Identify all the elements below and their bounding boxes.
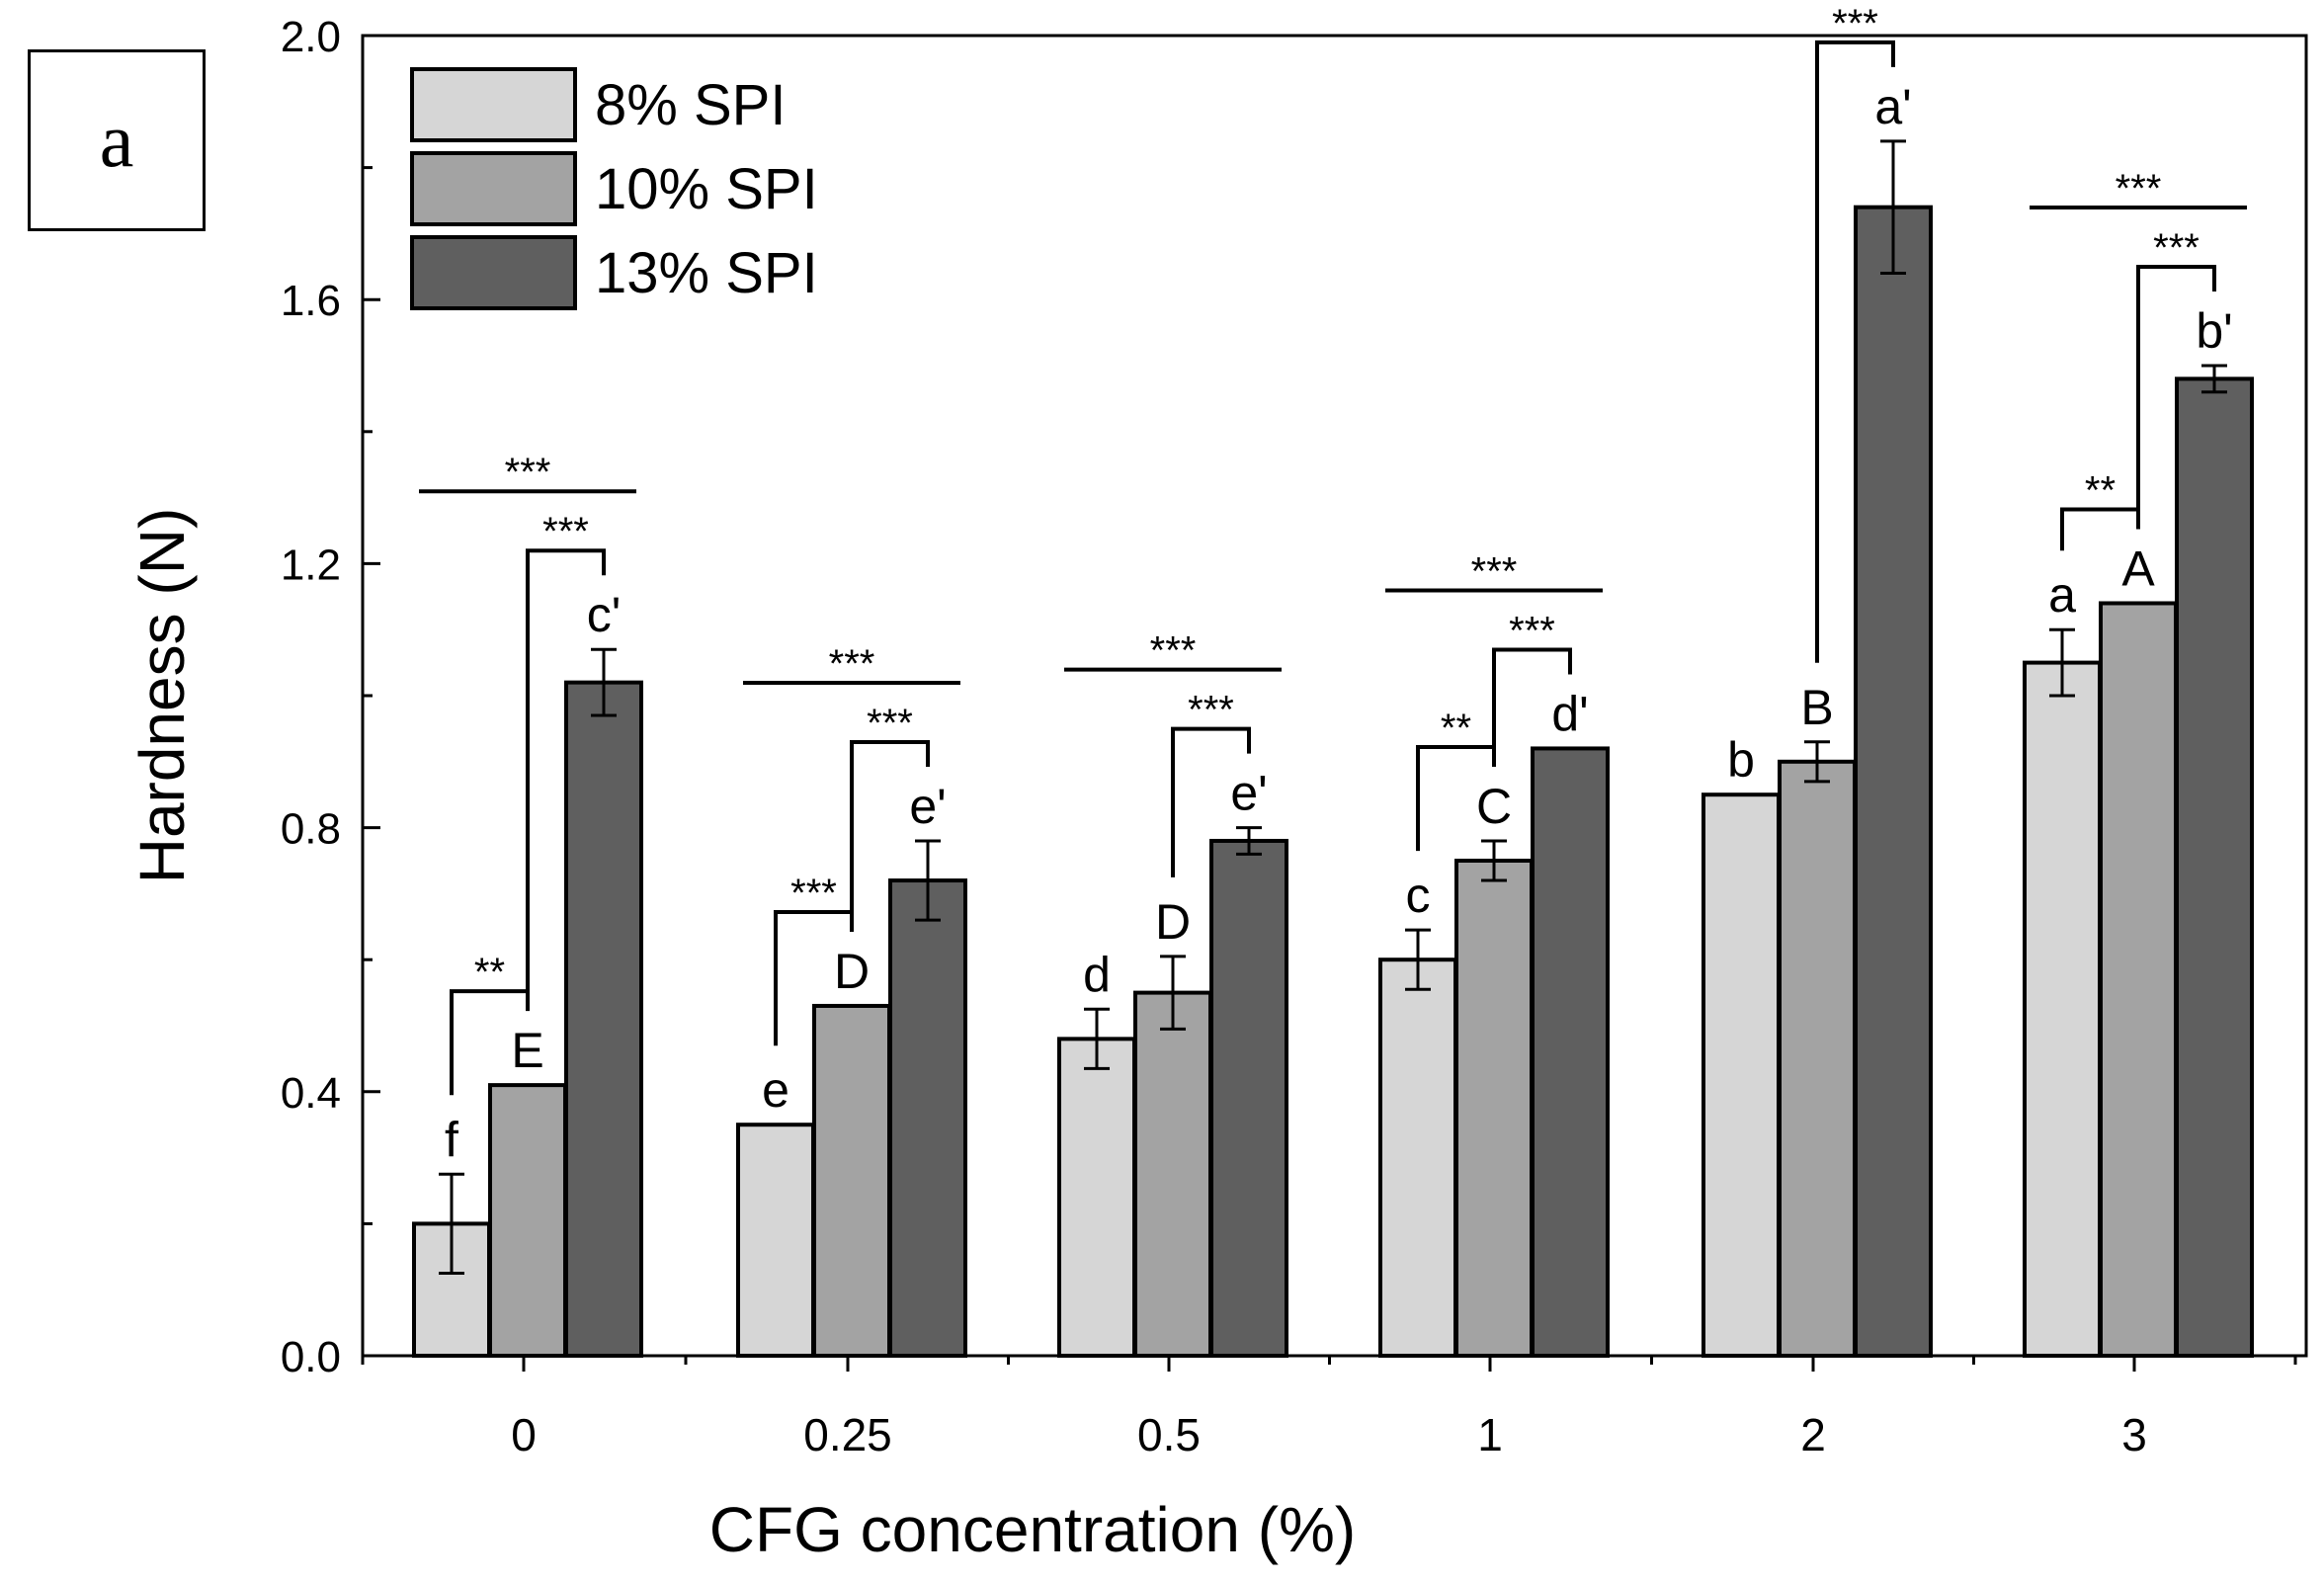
legend-swatch — [410, 151, 577, 226]
significance-letter: A — [2121, 541, 2155, 596]
bracket-stars: *** — [829, 642, 875, 686]
legend-label: 13% SPI — [595, 241, 818, 305]
bracket-10-vs-13 — [850, 739, 930, 912]
bracket-10-vs-13 — [1492, 647, 1572, 747]
bar — [564, 680, 643, 1358]
y-axis-label: Hardness (N) — [126, 508, 198, 884]
significance-letter: c — [1406, 868, 1431, 923]
significance-letter: f — [445, 1112, 458, 1167]
x-tick-label: 2 — [1800, 1409, 1826, 1460]
bar — [1854, 205, 1933, 1358]
bracket-stars: *** — [790, 872, 837, 915]
bar — [1378, 958, 1457, 1358]
significance-letter: E — [511, 1023, 543, 1078]
significance-letter: C — [1476, 779, 1512, 834]
bar — [1778, 759, 1857, 1358]
bar-series: fEc'eDe'dDe'cCd'bBa'a Ab' — [412, 79, 2254, 1359]
y-tick-label: 0.8 — [281, 805, 341, 854]
x-axis-label: CFG concentration (%) — [709, 1494, 1356, 1565]
significance-letter: b — [1727, 732, 1755, 788]
significance-letter: D — [834, 944, 870, 999]
panel-label: a — [28, 49, 206, 231]
x-tick-label: 0.5 — [1137, 1409, 1201, 1460]
bracket-stars: *** — [2116, 167, 2162, 210]
bracket-stars: *** — [1832, 2, 1878, 45]
significance-letter: B — [1800, 680, 1833, 735]
y-tick-label: 0.0 — [281, 1333, 341, 1381]
x-tick-label: 3 — [2121, 1409, 2147, 1460]
bar — [1057, 1037, 1136, 1358]
bar — [888, 878, 967, 1358]
significance-annotations: ****************************************… — [419, 2, 2247, 1096]
bracket-10-vs-13 — [1171, 726, 1251, 877]
bar — [2175, 376, 2254, 1358]
significance-letter: c' — [587, 587, 622, 642]
x-axis: 0 0.25 0.5 1 2 3 — [361, 1356, 2297, 1460]
x-tick-label: 1 — [1477, 1409, 1503, 1460]
significance-letter: e' — [909, 779, 946, 834]
bar — [736, 1123, 815, 1358]
significance-letter: d' — [1551, 686, 1588, 741]
bracket-stars: *** — [1150, 629, 1197, 673]
y-tick-label: 1.6 — [281, 277, 341, 325]
bracket-stars: *** — [505, 451, 551, 494]
x-tick-label: 0 — [511, 1409, 537, 1460]
bracket-stars: *** — [2153, 226, 2200, 270]
bracket-8-vs-10 — [1416, 744, 1496, 852]
bracket-10-vs-13 — [526, 548, 606, 992]
bracket-10-vs-13 — [2136, 265, 2216, 510]
bar — [1209, 838, 1288, 1358]
significance-letter: b' — [2196, 303, 2232, 359]
bar — [488, 1083, 567, 1358]
bracket-stars: ** — [1441, 707, 1471, 750]
significance-letter: e — [762, 1062, 789, 1118]
significance-letter: a' — [1874, 79, 1911, 134]
bar — [1133, 990, 1212, 1358]
x-tick-label: 0.25 — [803, 1409, 892, 1460]
y-tick-label: 0.4 — [281, 1069, 341, 1118]
y-tick-label: 2.0 — [281, 13, 341, 61]
bracket-stars: ** — [474, 951, 505, 994]
legend-label: 8% SPI — [595, 73, 786, 137]
significance-letter: d — [1083, 947, 1111, 1002]
bar — [812, 1003, 891, 1359]
bracket-stars: *** — [1509, 609, 1555, 652]
significance-letter: e' — [1230, 766, 1267, 821]
bar — [1531, 746, 1610, 1358]
plot-frame — [361, 34, 2308, 1358]
significance-letter: D — [1155, 894, 1191, 950]
bar — [2099, 601, 2178, 1358]
y-tick-label: 1.2 — [281, 541, 341, 589]
bar — [1702, 792, 1781, 1358]
bar — [2023, 660, 2102, 1358]
legend-swatch — [410, 67, 577, 142]
bracket-stars: *** — [867, 702, 913, 745]
bracket-stars: *** — [542, 510, 589, 553]
bracket-stars: *** — [1471, 549, 1518, 593]
significance-letter: a — [2048, 567, 2076, 623]
y-axis: 0.0 0.4 0.8 1.2 1.6 2.0 — [281, 13, 380, 1381]
legend-label: 10% SPI — [595, 157, 818, 221]
bracket-8-vs-10 — [2060, 507, 2140, 551]
legend-swatch — [410, 235, 577, 310]
bar — [1454, 859, 1534, 1358]
bracket-stars: ** — [2085, 468, 2116, 512]
bracket-8-vs-10 — [774, 909, 854, 1046]
legend: 8% SPI 10% SPI 13% SPI — [410, 67, 818, 310]
bracket-10-vs-13 — [1815, 40, 1895, 663]
bracket-stars: *** — [1188, 689, 1234, 732]
bracket-8-vs-10 — [450, 989, 530, 1096]
